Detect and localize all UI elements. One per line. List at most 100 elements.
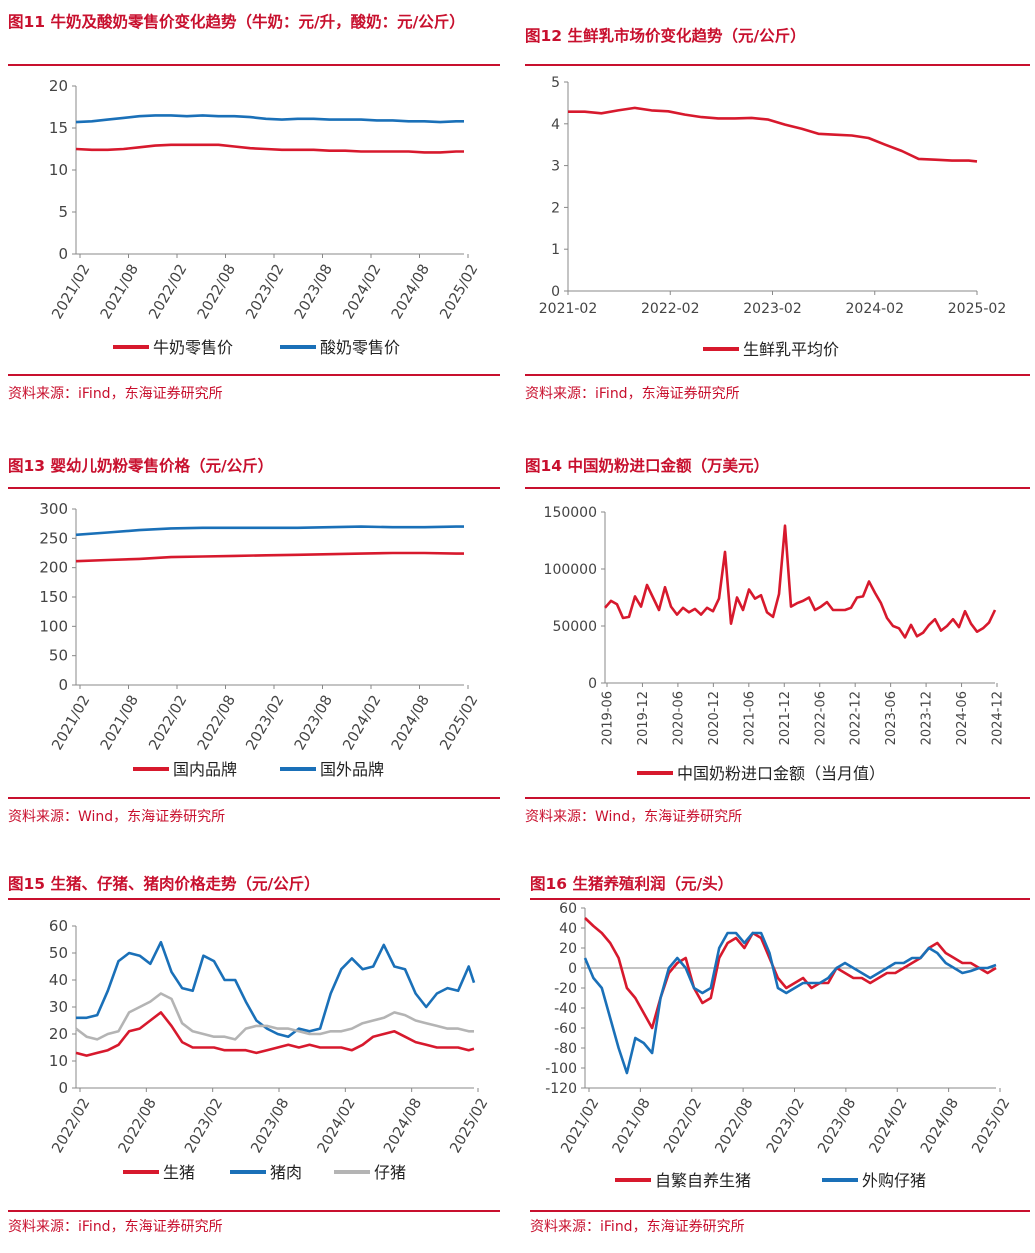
y-tick-label: 100 xyxy=(39,617,68,635)
y-tick-label: 0 xyxy=(568,961,577,977)
legend-label: 国内品牌 xyxy=(173,760,237,779)
series-line-2 xyxy=(583,931,997,1075)
series-line-1 xyxy=(75,143,464,154)
x-tick-label: 2023/02 xyxy=(182,1096,226,1156)
y-tick-label: 2 xyxy=(551,200,560,216)
x-tick-label: 2019-12 xyxy=(636,691,651,745)
y-tick-label: -60 xyxy=(554,1021,577,1037)
source-rule xyxy=(525,374,1030,376)
title-rule xyxy=(525,64,1030,66)
title-rule xyxy=(8,64,500,66)
y-tick-label: 150 xyxy=(39,588,68,606)
legend-label: 国外品牌 xyxy=(320,760,384,779)
x-tick-label: 2022/02 xyxy=(50,1096,94,1156)
x-tick-label: 2025-02 xyxy=(948,301,1007,317)
source-rule xyxy=(8,1210,500,1212)
x-tick-label: 2023-06 xyxy=(884,691,899,745)
x-tick-label: 2023/08 xyxy=(249,1096,293,1156)
x-tick-label: 2021/02 xyxy=(50,693,94,753)
legend-label: 中国奶粉进口金额（当月值） xyxy=(677,764,885,783)
x-tick-label: 2021/08 xyxy=(610,1096,654,1156)
x-tick-label: 2021-06 xyxy=(742,691,757,745)
x-tick-label: 2024/02 xyxy=(341,693,385,753)
legend-label: 生猪 xyxy=(163,1163,195,1182)
series-line-1 xyxy=(75,1011,475,1057)
y-tick-label: 150000 xyxy=(544,505,597,521)
x-tick-label: 2024/08 xyxy=(389,262,433,322)
legend-label: 猪肉 xyxy=(270,1163,302,1182)
y-tick-label: 50000 xyxy=(552,619,597,635)
x-tick-label: 2021/02 xyxy=(559,1096,603,1156)
x-tick-label: 2023/02 xyxy=(244,693,288,753)
source-rule xyxy=(8,374,500,376)
y-tick-label: -120 xyxy=(545,1081,577,1097)
legend-label: 自繁自养生猪 xyxy=(655,1171,751,1190)
x-tick-label: 2024-06 xyxy=(955,691,970,745)
y-tick-label: 10 xyxy=(49,1052,68,1070)
x-tick-label: 2023/08 xyxy=(292,262,336,322)
source-text: 资料来源：iFind，东海证券研究所 xyxy=(8,386,223,402)
source-text: 资料来源：iFind，东海证券研究所 xyxy=(8,1219,223,1235)
legend-label: 酸奶零售价 xyxy=(320,338,400,357)
source-text: 资料来源：Wind，东海证券研究所 xyxy=(8,809,226,825)
source-rule xyxy=(525,797,1030,799)
source-text: 资料来源：iFind，东海证券研究所 xyxy=(530,1219,745,1235)
legend-label: 生鲜乳平均价 xyxy=(743,340,839,359)
y-tick-label: -20 xyxy=(554,981,577,997)
series-line-1 xyxy=(75,551,464,563)
x-tick-label: 2022/02 xyxy=(147,262,191,322)
y-tick-label: 10 xyxy=(49,161,68,179)
source-text: 资料来源：Wind，东海证券研究所 xyxy=(525,809,743,825)
y-tick-label: 3 xyxy=(551,159,560,175)
y-tick-label: 5 xyxy=(58,203,68,221)
legend-label: 仔猪 xyxy=(374,1163,406,1182)
x-tick-label: 2024-02 xyxy=(846,301,905,317)
x-tick-label: 2022/08 xyxy=(195,262,239,322)
y-tick-label: 5 xyxy=(551,75,560,91)
x-tick-label: 2024/08 xyxy=(918,1096,962,1156)
y-tick-label: 40 xyxy=(49,971,68,989)
y-tick-label: 200 xyxy=(39,559,68,577)
y-tick-label: 4 xyxy=(551,117,560,133)
y-tick-label: 15 xyxy=(49,119,68,137)
x-tick-label: 2024/08 xyxy=(389,693,433,753)
series-line-2 xyxy=(75,114,464,124)
series-line-1 xyxy=(568,106,978,163)
x-tick-label: 2024-12 xyxy=(991,691,1006,745)
chart-title: 图15 生猪、仔猪、猪肉价格走势（元/公斤） xyxy=(8,875,320,893)
x-tick-label: 2021/02 xyxy=(50,262,94,322)
y-tick-label: 0 xyxy=(58,676,68,694)
y-tick-label: 0 xyxy=(588,676,597,692)
x-tick-label: 2024/02 xyxy=(867,1096,911,1156)
x-tick-label: 2022/08 xyxy=(713,1096,757,1156)
x-tick-label: 2024/02 xyxy=(341,262,385,322)
chart-title: 图13 婴幼儿奶粉零售价格（元/公斤） xyxy=(8,457,274,475)
source-text: 资料来源：iFind，东海证券研究所 xyxy=(525,386,740,402)
y-tick-label: 40 xyxy=(559,921,577,937)
x-tick-label: 2025/02 xyxy=(448,1096,492,1156)
y-tick-label: 0 xyxy=(58,1079,68,1097)
x-tick-label: 2021-02 xyxy=(539,301,598,317)
x-tick-label: 2022/08 xyxy=(195,693,239,753)
y-tick-label: 300 xyxy=(39,500,68,518)
chart-title: 图14 中国奶粉进口金额（万美元） xyxy=(525,457,769,475)
x-tick-label: 2021-12 xyxy=(778,691,793,745)
chart-fig14: 150000 100000 50000 0 2019-06 2019-12 2020-06 2… xyxy=(544,505,1006,783)
panel-fig15: 图15 生猪、仔猪、猪肉价格走势（元/公斤） 60 50 40 30 20 10 0 2022… xyxy=(8,866,500,1253)
y-tick-label: -100 xyxy=(545,1061,577,1077)
x-tick-label: 2025/02 xyxy=(970,1096,1014,1156)
source-rule xyxy=(8,797,500,799)
panel-fig11: 图11 牛奶及酸奶零售价变化趋势（牛奶：元/升，酸奶：元/公斤） 20 15 10 5… xyxy=(8,0,500,420)
x-tick-label: 2022/02 xyxy=(661,1096,705,1156)
series-line-3 xyxy=(75,992,474,1041)
y-tick-label: 20 xyxy=(559,941,577,957)
x-tick-label: 2023/02 xyxy=(764,1096,808,1156)
title-rule xyxy=(530,898,1030,900)
x-tick-label: 2022/08 xyxy=(116,1096,160,1156)
title-rule xyxy=(525,487,1030,489)
x-tick-label: 2024/08 xyxy=(381,1096,425,1156)
x-tick-label: 2025/02 xyxy=(438,262,482,322)
x-tick-label: 2023/08 xyxy=(292,693,336,753)
